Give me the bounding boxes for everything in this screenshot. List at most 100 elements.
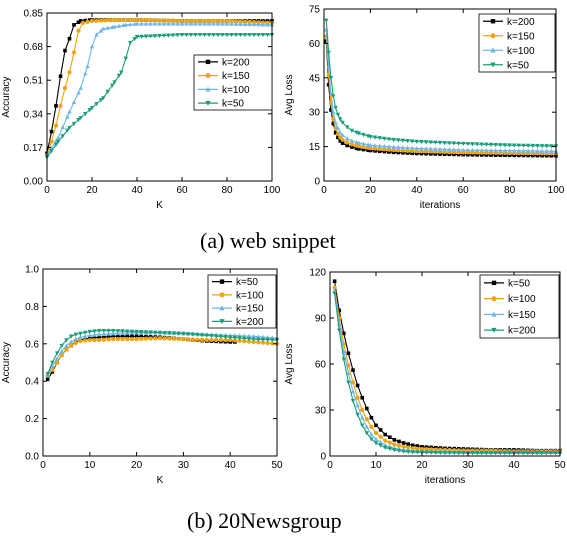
data-point-k=50 (123, 56, 128, 61)
data-point-k=100 (97, 337, 102, 343)
data-point-k=50 (67, 125, 72, 131)
data-point-k=100 (101, 337, 106, 342)
data-point-k=50 (233, 32, 239, 38)
data-point-k=100 (94, 32, 99, 37)
data-point-k=150 (59, 348, 64, 354)
y-tick-label: 0.6 (25, 339, 39, 350)
x-axis-label: K (156, 200, 163, 211)
data-point-k=50 (134, 334, 139, 339)
legend-entry: k=200 (508, 326, 536, 337)
legend-marker (205, 100, 211, 106)
data-point-k=200 (190, 332, 195, 337)
data-point-k=150 (107, 18, 113, 23)
data-point-k=150 (139, 17, 144, 23)
data-point-k=100 (202, 21, 207, 26)
y-tick-label: 45 (309, 73, 321, 84)
data-point-k=200 (531, 153, 535, 158)
data-point-k=50 (247, 32, 252, 38)
data-point-k=100 (200, 337, 205, 342)
data-point-k=150 (377, 146, 382, 152)
data-point-k=200 (498, 451, 503, 456)
data-point-k=200 (419, 151, 424, 156)
data-point-k=200 (438, 450, 443, 456)
data-point-k=200 (503, 153, 507, 158)
data-point-k=200 (49, 129, 54, 134)
data-point-k=100 (488, 148, 494, 153)
data-point-k=50 (361, 132, 366, 138)
data-point-k=50 (378, 428, 383, 432)
legend-entry: k=100 (508, 294, 536, 305)
data-point-k=50 (116, 334, 120, 339)
data-point-k=200 (232, 335, 238, 341)
data-point-k=50 (265, 32, 270, 38)
data-point-k=200 (350, 399, 356, 404)
data-point-k=50 (83, 112, 88, 117)
data-point-k=50 (488, 142, 494, 147)
x-tick-label: 30 (462, 460, 474, 471)
data-point-k=200 (461, 152, 465, 157)
data-point-k=150 (346, 370, 351, 375)
data-point-k=150 (125, 17, 131, 23)
data-point-k=150 (382, 147, 387, 152)
legend: k=200 k=150 k=100 k=50 (193, 54, 273, 111)
series-k=100 (44, 21, 275, 158)
data-point-k=200 (553, 451, 558, 456)
data-point-k=150 (121, 17, 126, 23)
data-point-k=100 (223, 337, 228, 343)
series-line-k=100 (47, 337, 278, 376)
y-axis-label: Accuracy (1, 76, 12, 117)
data-point-k=100 (106, 337, 111, 342)
data-point-k=100 (206, 21, 212, 26)
data-point-k=100 (350, 380, 356, 385)
news-accuracy-chart: 0 10 20 30 40 50 0.0 0.2 0.4 0.6 0.8 1.0 K Accuracy k=… (1, 265, 283, 487)
x-tick-label: 60 (176, 185, 188, 196)
y-tick-label: 30 (315, 406, 327, 417)
data-point-k=100 (428, 146, 433, 151)
data-point-k=50 (424, 445, 429, 449)
data-point-k=100 (237, 338, 242, 343)
data-point-k=150 (58, 103, 63, 108)
data-point-k=200 (433, 152, 438, 156)
data-point-k=150 (197, 18, 203, 24)
data-point-k=100 (392, 442, 397, 447)
data-point-k=150 (161, 18, 167, 23)
data-point-k=200 (360, 423, 365, 428)
data-point-k=200 (223, 335, 228, 340)
data-point-k=100 (92, 337, 97, 343)
y-tick-label: 0 (314, 177, 320, 188)
y-tick-label: 0.51 (24, 76, 44, 87)
y-axis-label: Avg Loss (284, 75, 295, 116)
data-point-k=50 (116, 73, 122, 78)
data-point-k=100 (498, 148, 503, 153)
data-point-k=200 (87, 329, 92, 335)
data-point-k=50 (184, 32, 189, 38)
data-point-k=100 (83, 338, 88, 343)
data-point-k=200 (410, 450, 415, 455)
y-tick-label: 0.00 (24, 177, 44, 188)
data-point-k=50 (484, 142, 489, 147)
legend-entry: k=100 (236, 290, 264, 301)
x-tick-label: 50 (554, 460, 566, 471)
data-point-k=200 (340, 141, 345, 145)
data-point-k=50 (442, 140, 447, 146)
data-point-k=200 (346, 380, 351, 385)
data-point-k=100 (461, 147, 466, 152)
data-point-k=100 (387, 440, 392, 445)
data-point-k=200 (415, 450, 420, 455)
data-point-k=100 (451, 147, 457, 152)
legend-entry: k=50 (507, 60, 529, 71)
data-point-k=200 (479, 451, 484, 456)
legend-marker (490, 62, 496, 68)
data-point-k=100 (76, 90, 81, 95)
data-point-k=100 (143, 21, 149, 26)
data-point-k=50 (106, 334, 111, 339)
data-point-k=50 (525, 143, 531, 148)
data-point-k=100 (224, 21, 230, 26)
data-point-k=200 (498, 153, 503, 157)
data-point-k=200 (396, 448, 402, 454)
data-point-k=200 (78, 331, 83, 336)
data-point-k=50 (365, 406, 369, 411)
data-point-k=200 (406, 449, 411, 455)
data-point-k=200 (383, 445, 388, 450)
data-point-k=50 (360, 395, 364, 400)
